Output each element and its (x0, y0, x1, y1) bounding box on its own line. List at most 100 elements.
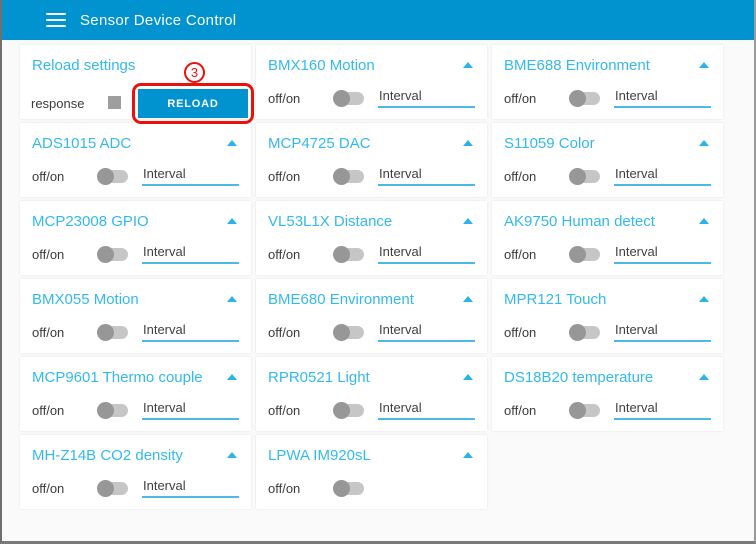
toggle-knob (569, 323, 586, 341)
onoff-label: off/on (32, 480, 65, 496)
toggle-knob (333, 89, 350, 107)
interval-input[interactable] (614, 322, 711, 342)
panel-title: MCP9601 Thermo couple (32, 368, 203, 386)
interval-input[interactable] (614, 88, 711, 108)
caret-up-icon[interactable] (699, 62, 709, 68)
caret-up-icon[interactable] (227, 296, 237, 302)
caret-up-icon[interactable] (227, 374, 237, 380)
onoff-label: off/on (32, 168, 65, 184)
sensor-panel: BMX160 Motion off/on (256, 45, 487, 119)
interval-input[interactable] (378, 400, 475, 420)
hamburger-menu-icon[interactable] (46, 13, 66, 27)
reload-button[interactable]: RELOAD (138, 89, 248, 118)
onoff-toggle[interactable] (97, 245, 128, 263)
interval-input[interactable] (142, 244, 239, 264)
response-indicator-square (108, 96, 121, 109)
caret-up-icon[interactable] (463, 62, 473, 68)
interval-input[interactable] (142, 166, 239, 186)
sensor-panel: ADS1015 ADC off/on (20, 123, 251, 197)
panel-title-row: AK9750 Human detect (504, 211, 711, 231)
sensor-panel: BMX055 Motion off/on (20, 279, 251, 353)
caret-up-icon[interactable] (463, 374, 473, 380)
panel-title-row: RPR0521 Light (268, 367, 475, 387)
interval-input[interactable] (614, 166, 711, 186)
interval-input[interactable] (378, 166, 475, 186)
panel-title: MH-Z14B CO2 density (32, 446, 183, 464)
panel-controls: off/on (268, 322, 475, 342)
onoff-label: off/on (268, 324, 301, 340)
onoff-toggle[interactable] (333, 167, 364, 185)
onoff-toggle[interactable] (333, 245, 364, 263)
caret-up-icon[interactable] (227, 218, 237, 224)
interval-input[interactable] (142, 400, 239, 420)
panel-controls: off/on (268, 478, 475, 498)
toggle-knob (333, 479, 350, 497)
onoff-toggle[interactable] (97, 167, 128, 185)
sensor-panel: DS18B20 temperature off/on (492, 357, 723, 431)
sensor-panel: MCP23008 GPIO off/on (20, 201, 251, 275)
onoff-toggle[interactable] (569, 323, 600, 341)
onoff-toggle[interactable] (97, 401, 128, 419)
sensor-panel: MH-Z14B CO2 density off/on (20, 435, 251, 509)
caret-up-icon[interactable] (699, 374, 709, 380)
sensor-panel: BME688 Environment off/on (492, 45, 723, 119)
onoff-label: off/on (32, 246, 65, 262)
panel-controls: off/on (268, 88, 475, 108)
toggle-knob (97, 245, 114, 263)
onoff-label: off/on (504, 90, 537, 106)
interval-input[interactable] (614, 244, 711, 264)
caret-up-icon[interactable] (227, 452, 237, 458)
caret-up-icon[interactable] (463, 218, 473, 224)
panel-title: BME680 Environment (268, 290, 414, 308)
caret-up-icon[interactable] (463, 140, 473, 146)
onoff-toggle[interactable] (569, 245, 600, 263)
caret-up-icon[interactable] (699, 296, 709, 302)
toggle-knob (333, 401, 350, 419)
panel-controls: off/on (504, 166, 711, 186)
caret-up-icon[interactable] (699, 218, 709, 224)
interval-input[interactable] (378, 322, 475, 342)
panel-title-row: Reload settings (32, 55, 239, 75)
caret-up-icon[interactable] (699, 140, 709, 146)
panel-title: RPR0521 Light (268, 368, 370, 386)
sensor-panel: MCP9601 Thermo couple off/on (20, 357, 251, 431)
caret-up-icon[interactable] (463, 296, 473, 302)
onoff-toggle[interactable] (569, 167, 600, 185)
panel-title-row: VL53L1X Distance (268, 211, 475, 231)
sensor-panel: VL53L1X Distance off/on (256, 201, 487, 275)
onoff-toggle[interactable] (569, 401, 600, 419)
onoff-toggle[interactable] (97, 323, 128, 341)
panel-title-row: BMX160 Motion (268, 55, 475, 75)
app-title: Sensor Device Control (80, 11, 237, 29)
panel-title: MCP4725 DAC (268, 134, 371, 152)
toggle-knob (97, 167, 114, 185)
interval-input[interactable] (378, 88, 475, 108)
caret-up-icon[interactable] (463, 452, 473, 458)
interval-input[interactable] (614, 400, 711, 420)
toggle-knob (97, 401, 114, 419)
onoff-label: off/on (504, 246, 537, 262)
onoff-label: off/on (32, 402, 65, 418)
onoff-toggle[interactable] (333, 479, 364, 497)
caret-up-icon[interactable] (227, 140, 237, 146)
panel-controls: off/on (32, 322, 239, 342)
interval-input[interactable] (142, 322, 239, 342)
panel-title: DS18B20 temperature (504, 368, 654, 386)
onoff-toggle[interactable] (569, 89, 600, 107)
response-label: response (31, 96, 85, 111)
panel-controls: off/on (504, 322, 711, 342)
onoff-toggle[interactable] (97, 479, 128, 497)
panel-controls: off/on (32, 400, 239, 420)
onoff-toggle[interactable] (333, 323, 364, 341)
onoff-label: off/on (268, 246, 301, 262)
interval-input[interactable] (142, 478, 239, 498)
onoff-toggle[interactable] (333, 89, 364, 107)
interval-input[interactable] (378, 244, 475, 264)
panel-title-row: ADS1015 ADC (32, 133, 239, 153)
panel-title: ADS1015 ADC (32, 134, 132, 152)
panel-title: LPWA IM920sL (268, 446, 371, 464)
panel-controls: off/on (32, 478, 239, 498)
onoff-toggle[interactable] (333, 401, 364, 419)
onoff-label: off/on (268, 480, 301, 496)
sensor-panel: LPWA IM920sL off/on (256, 435, 487, 509)
